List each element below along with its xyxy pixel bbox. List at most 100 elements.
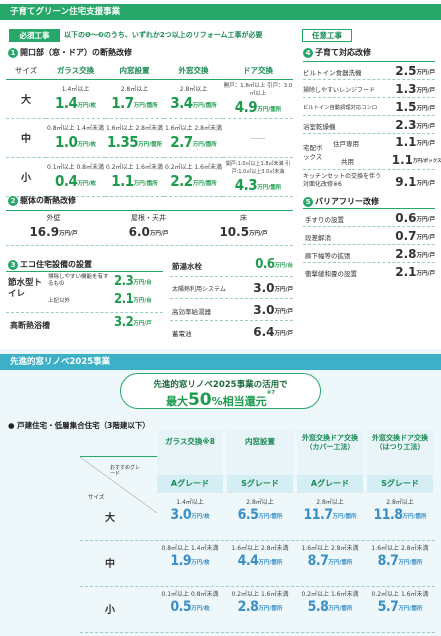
cell-value: 5.8 — [307, 599, 329, 615]
list-item: 掃除しやすいレンジフード 1.3万円/戸 — [303, 80, 435, 98]
size-large: 大 — [6, 79, 46, 119]
cell-condition: 0.2㎡以上 1.6㎡未満 — [106, 163, 163, 171]
value-unit: 万円/戸 — [416, 253, 435, 259]
promo-suffix: %相当還元 — [211, 395, 267, 408]
value-number: 2.1 — [114, 292, 134, 307]
value-number: 2.8 — [395, 247, 417, 261]
list-item: キッチンセットの交換を伴う対面化改修※6 9.1万円/戸 — [303, 170, 435, 194]
col-floor: 床 — [240, 214, 247, 222]
cell: 0.2㎡以上 1.6㎡未満 2.8万円/箇所 — [227, 591, 293, 615]
value-floor: 10.5万円/戸 — [196, 225, 291, 239]
value-number: 2.3 — [114, 274, 134, 289]
cell-condition: 1.6㎡以上 2.8㎡未満 — [106, 124, 163, 132]
cell-value: 3.4 — [170, 93, 193, 112]
section-number-badge: 5 — [303, 196, 313, 207]
value-unit: 万円/戸 — [249, 231, 268, 237]
cell-condition: 0.2㎡以上 1.6㎡未満 — [371, 591, 429, 598]
list-item: 高効率給湯器 3.0万円/戸 — [170, 299, 293, 321]
cell-value: 11.8 — [373, 507, 403, 523]
grade-s: Sグレード — [367, 475, 433, 493]
promo-line2: 最大50%相当還元※7 — [121, 390, 320, 410]
cell-unit: 万円/箇所 — [138, 141, 163, 148]
cell: 開戸：1.8㎡以上 引戸：3.0㎡以上 4.9万円/箇所 — [223, 79, 293, 119]
cell-unit: 万円/箇所 — [328, 560, 353, 566]
item-value: 0.7万円/戸 — [395, 229, 435, 243]
cell: 2.8㎡以上 1.7万円/箇所 — [105, 79, 164, 119]
value-number: 0.6 — [255, 257, 275, 272]
value-unit: 万円/ボックス※5 — [413, 159, 441, 164]
cell: 0.2㎡以上 1.6㎡未満 2.2万円/箇所 — [164, 157, 223, 197]
value-unit: 万円/戸 — [416, 235, 435, 241]
cell-value: 1.0 — [55, 132, 78, 151]
item-value: 6.4万円/戸 — [253, 325, 293, 339]
item-label: 蓄電池 — [172, 330, 192, 338]
col-glass: ガラス交換 — [46, 63, 105, 80]
cell-value: 1.4 — [55, 93, 78, 112]
list-item: 節湯水栓 0.6万円/台 — [170, 255, 293, 277]
cell-unit: 万円/枚 — [191, 514, 210, 520]
section-title-text: 躯体の断熱改修 — [20, 196, 76, 205]
cell-unit: 万円/箇所 — [402, 514, 427, 520]
cell-value: 1.35 — [106, 132, 139, 151]
value-unit: 万円/戸 — [416, 217, 435, 223]
cell: 0.1㎡以上 0.8㎡未満 0.5万円/枚 — [157, 591, 223, 615]
item-label: ビルトイン食器洗機 — [303, 69, 362, 77]
value-number: 1.5 — [395, 100, 417, 114]
cell-value: 4.9 — [234, 97, 258, 116]
cell-condition: 2.8㎡以上 — [386, 499, 414, 506]
size-label: 大 — [105, 513, 115, 524]
cell-condition: 2.8㎡以上 — [246, 499, 274, 506]
value-unit: 万円/台 — [133, 280, 152, 286]
cell-value: 3.0 — [170, 507, 192, 523]
value-number: 2.5 — [395, 64, 417, 78]
item-value: 1.3万円/戸 — [395, 82, 435, 96]
cell: 0.1㎡以上 0.8㎡未満 0.4万円/枚 — [46, 157, 105, 197]
cell-unit: 万円/箇所 — [257, 184, 282, 191]
required-work-label: 必須工事 — [9, 29, 60, 42]
childcare-list: ビルトイン食器洗機 2.5万円/戸 掃除しやすいレンジフード 1.3万円/戸 ビルト… — [303, 61, 441, 194]
section-number-badge: 2 — [8, 195, 18, 206]
cell-value: ―― — [251, 133, 265, 142]
cell-value: 0.4 — [55, 171, 78, 190]
cell-value: 4.3 — [234, 175, 258, 194]
grade-a: Aグレード — [157, 475, 223, 493]
item-value: 3.0万円/戸 — [253, 281, 293, 295]
cell-value: 4.4 — [237, 553, 259, 569]
cell-unit: 万円/枚 — [77, 180, 96, 187]
col-roof-ceiling: 屋根・天井 — [131, 214, 166, 222]
table-row: 中 0.8㎡以上 1.4㎡未満 1.0万円/枚 1.6㎡以上 2.8㎡未満 1.35… — [6, 118, 293, 158]
list-item: ビルトイン食器洗機 2.5万円/戸 — [303, 62, 435, 80]
cell-condition: 1.6㎡以上 2.8㎡未満 — [301, 545, 359, 552]
list-item: 衝撃緩和畳の設置 2.1万円/戸 — [303, 263, 435, 281]
grade-s: Sグレード — [227, 475, 293, 493]
item-value: 2.1万円/戸 — [395, 265, 435, 279]
value-unit: 万円/台 — [133, 298, 152, 304]
cell-condition: 0.8㎡以上 1.4㎡未満 — [161, 545, 219, 552]
house-type-title: ● 戸建住宅・低層集合住宅（3階建以下） — [8, 421, 150, 430]
cell: 1.4㎡以上 3.0万円/枚 — [157, 499, 223, 523]
cell: 0.2㎡以上 1.6㎡未満 1.1万円/箇所 — [105, 157, 164, 197]
section-3-title: 3 エコ住宅設備の設置 — [8, 259, 92, 270]
cell: 2.8㎡以上 6.5万円/箇所 — [227, 499, 293, 523]
cell-condition: 1.4㎡以上 — [61, 85, 90, 93]
col-size: サイズ — [6, 63, 46, 80]
col-inner-window: 内窓設置 — [105, 63, 164, 80]
cell-condition: 1.4㎡以上 — [176, 499, 204, 506]
item-label: 段差解消 — [305, 234, 331, 242]
body-insulation-table: 外壁 屋根・天井 床 16.9万円/戸 6.0万円/戸 10.5万円/戸 — [6, 210, 293, 246]
value-unit: 万円/戸 — [416, 181, 435, 187]
value-number: 1.3 — [395, 82, 417, 96]
promo-banner: 先進的窓リノベ2025事業の活用で 最大50%相当還元※7 — [120, 373, 321, 410]
cell-unit: 万円/箇所 — [133, 102, 158, 109]
item-label: 衝撃緩和畳の設置 — [305, 270, 357, 278]
cell-unit: 万円/箇所 — [192, 141, 217, 148]
value-unit: 万円/戸 — [274, 287, 293, 293]
value-roof-ceiling: 6.0万円/戸 — [101, 225, 196, 239]
cell-value: 1.7 — [111, 93, 134, 112]
cell: 1.6㎡以上 2.8㎡未満 8.7万円/箇所 — [367, 545, 433, 569]
value-unit: 万円/戸 — [416, 271, 435, 277]
toilet-row-value: 2.3万円/台 — [114, 274, 152, 289]
item-label: 節湯水栓 — [172, 262, 202, 271]
list-item: 廊下幅等の拡張 2.8万円/戸 — [303, 245, 435, 263]
value-unit: 万円/戸 — [416, 141, 435, 147]
